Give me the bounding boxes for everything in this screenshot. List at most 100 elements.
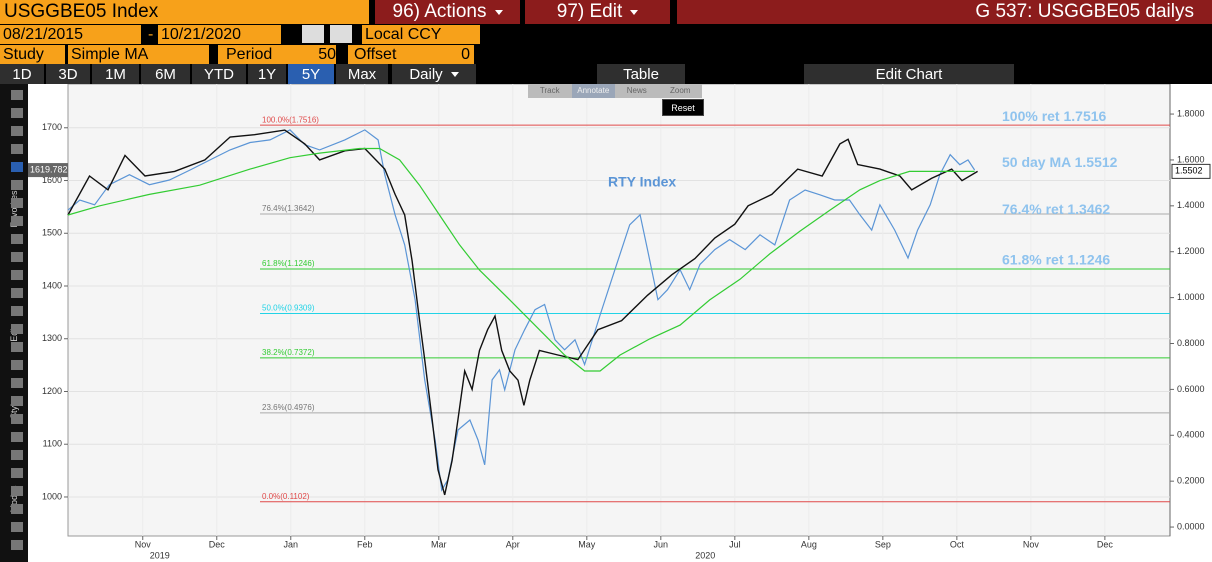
annotation: 100% ret 1.7516 (1002, 108, 1107, 124)
edit-menu[interactable]: 97) Edit (525, 0, 670, 24)
chart-id: G 537: USGGBE05 dailys (677, 0, 1212, 24)
tool-icon[interactable] (11, 180, 23, 190)
last-value-box (28, 163, 68, 178)
tool-icon[interactable] (11, 270, 23, 280)
series-line (67, 129, 978, 496)
actions-label: 96) Actions (392, 1, 487, 22)
tool-icon[interactable] (11, 522, 23, 532)
tool-icon[interactable] (11, 378, 23, 388)
range-button[interactable]: 1M (92, 64, 139, 84)
tool-icon[interactable] (11, 198, 23, 208)
tool-icon[interactable] (11, 360, 23, 370)
y-tick-label: 1200 (42, 386, 62, 396)
range-button[interactable]: 3D (46, 64, 90, 84)
x-tick-label: Jul (729, 539, 741, 549)
y2-tick-label: 0.0000 (1177, 521, 1205, 531)
arrow (630, 9, 639, 15)
tool-icon[interactable] (11, 468, 23, 478)
year-label: 2020 (695, 550, 715, 560)
tool-icon[interactable] (11, 306, 23, 316)
popup: Track Annotate News Zoom (528, 84, 702, 98)
offset-label: Offset (348, 45, 432, 64)
tool-icon[interactable] (11, 432, 23, 442)
tool-icon[interactable] (11, 414, 23, 424)
popup-item[interactable]: Zoom (670, 86, 691, 95)
edit-chart-button[interactable]: Edit Chart (804, 64, 1014, 84)
frequency[interactable]: Daily (392, 64, 476, 84)
tool-icon[interactable] (11, 216, 23, 226)
y2-tick-label: 0.4000 (1177, 430, 1205, 440)
period-label: Period (218, 45, 314, 64)
x-tick-label: Dec (1097, 539, 1114, 549)
currency[interactable]: Local CCY (362, 25, 480, 44)
study-name[interactable]: Simple MA (68, 45, 209, 64)
range-button[interactable]: 5Y (288, 64, 334, 84)
next-button[interactable] (330, 25, 352, 43)
tool-icon[interactable] (11, 342, 23, 352)
reset-button[interactable]: Reset (662, 99, 704, 116)
x-tick-label: Nov (135, 539, 152, 549)
popup-item[interactable]: News (626, 86, 647, 95)
edit-label: 97) Edit (556, 1, 623, 22)
fib-label: 23.6%(0.4976) (262, 403, 315, 412)
period[interactable]: 50 (300, 45, 336, 64)
popup-item[interactable]: Annotate (571, 84, 615, 98)
y2-tick-label: 1.0000 (1177, 292, 1205, 302)
prev-button[interactable] (302, 25, 324, 43)
tool-icon[interactable] (11, 252, 23, 262)
y-tick-label: 1100 (43, 439, 62, 449)
range-button[interactable]: YTD (192, 64, 246, 84)
x-tick-label: Dec (209, 539, 226, 549)
range-button[interactable]: 1Y (248, 64, 286, 84)
tool-icon[interactable] (11, 540, 23, 550)
sidebar-label: Style (9, 399, 19, 420)
annotation: 61.8% ret 1.1246 (1002, 252, 1110, 268)
tool-icon[interactable] (11, 450, 23, 460)
annotation: 76.4% ret 1.3462 (1002, 201, 1110, 217)
x-tick-label: Aug (801, 539, 817, 549)
tool-icon[interactable] (11, 126, 23, 136)
tool-icon[interactable] (11, 108, 23, 118)
tool-icon[interactable] (11, 288, 23, 298)
last-value-box (1171, 163, 1211, 179)
x-tick-label: Apr (506, 539, 520, 549)
ticker[interactable]: USGGBE05 Index (0, 0, 369, 24)
y2-tick-label: 0.8000 (1177, 338, 1205, 348)
actions-menu[interactable]: 96) Actions (375, 0, 520, 24)
tool-icon[interactable] (11, 504, 23, 514)
tool-icon[interactable] (11, 162, 23, 172)
tool-icon[interactable] (11, 144, 23, 154)
study-label: Study (0, 45, 65, 64)
end-date[interactable]: 10/21/2020 (158, 25, 281, 44)
frequency-label: Daily (409, 65, 443, 83)
tool-icon[interactable] (11, 486, 23, 496)
last-value: 1.5502 (1175, 166, 1203, 176)
series-line (67, 147, 975, 372)
range-button[interactable]: 1D (0, 64, 44, 84)
x-tick-label: Jan (284, 539, 299, 549)
y-tick-label: 1300 (42, 333, 62, 343)
series-line (67, 129, 976, 492)
tool-icon[interactable] (11, 324, 23, 334)
y-tick-label: 1000 (42, 491, 62, 501)
popup-item[interactable]: Track (539, 86, 560, 95)
start-date[interactable]: 08/21/2015 (0, 25, 141, 44)
y2-tick-label: 0.2000 (1177, 476, 1205, 486)
tool-icon[interactable] (11, 234, 23, 244)
offset[interactable]: 0 (426, 45, 474, 64)
y-tick-label: 1700 (42, 122, 62, 132)
sidebar: Favorites Edit Style Modes (0, 84, 28, 562)
x-tick-label: Nov (1023, 539, 1040, 549)
y-tick-label: 1500 (42, 228, 62, 238)
range-button[interactable]: Max (336, 64, 388, 84)
tool-icon[interactable] (11, 90, 23, 100)
last-value: 1619.782 (30, 164, 68, 174)
x-tick-label: Sep (875, 539, 891, 549)
tool-icon[interactable] (11, 396, 23, 406)
table-button[interactable]: Table (597, 64, 685, 84)
date-sep: - (148, 25, 154, 43)
range-button[interactable]: 6M (141, 64, 190, 84)
arrow (450, 71, 459, 77)
x-tick-label: Feb (357, 539, 373, 549)
